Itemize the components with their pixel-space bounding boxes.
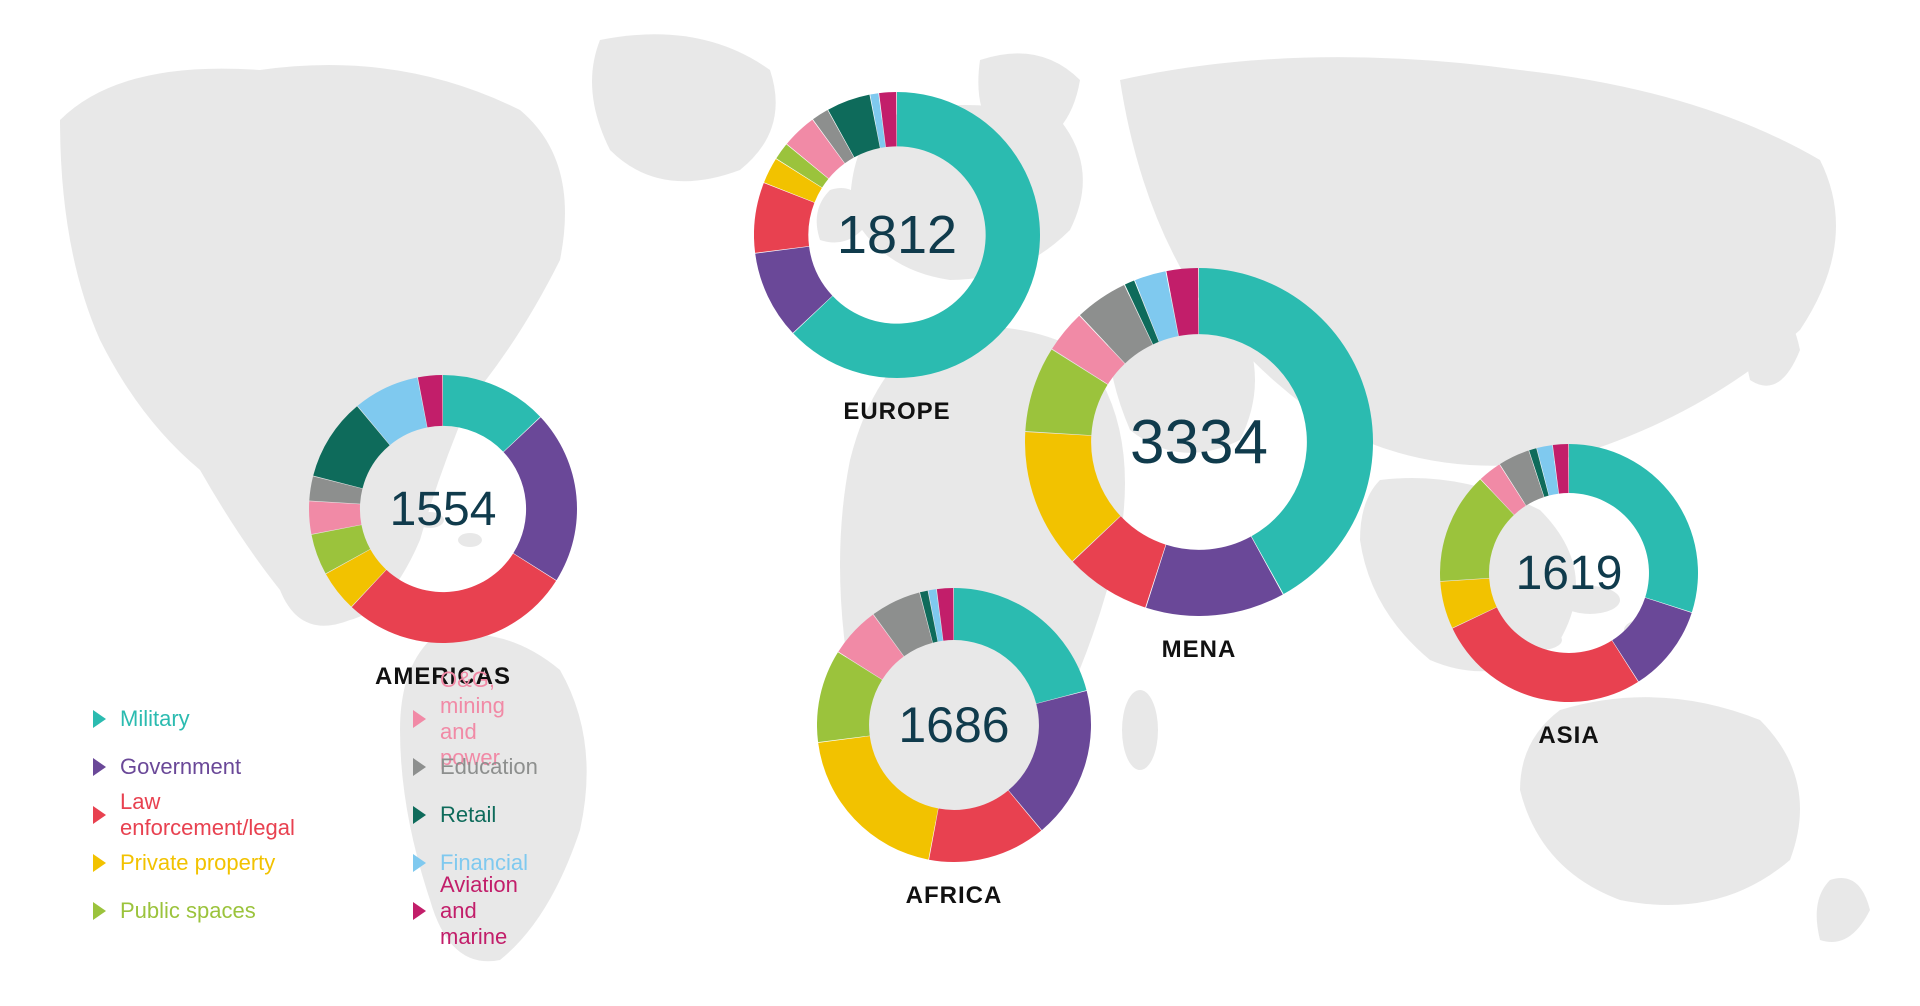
legend-marker-retail	[413, 806, 426, 824]
legend-label-military: Military	[120, 706, 190, 732]
legend-marker-financial	[413, 854, 426, 872]
legend-marker-aviation	[413, 902, 426, 920]
legend-item-law: Law enforcement/legal	[93, 791, 295, 839]
legend-item-og: O&G, mining and power	[413, 695, 538, 743]
donut-mena: 3334MENA	[1025, 268, 1373, 616]
legend-item-retail: Retail	[413, 791, 538, 839]
donut-americas: 1554AMERICAS	[309, 375, 577, 643]
donut-asia: 1619ASIA	[1440, 444, 1698, 702]
donut-africa: 1686AFRICA	[817, 588, 1091, 862]
slice-africa-military	[954, 588, 1087, 703]
slice-asia-law	[1453, 607, 1639, 702]
legend-label-retail: Retail	[440, 802, 496, 828]
legend-item-public: Public spaces	[93, 887, 295, 935]
infographic-root: 1812EUROPE3334MENA 1554AMERICAS 1619ASIA 16…	[0, 0, 1920, 1006]
donut-label-europe: EUROPE	[843, 398, 950, 426]
donut-label-mena: MENA	[1162, 636, 1237, 664]
legend-marker-og	[413, 710, 426, 728]
legend-marker-government	[93, 758, 106, 776]
legend-label-law: Law enforcement/legal	[120, 789, 295, 841]
legend-marker-property	[93, 854, 106, 872]
slice-mena-military	[1199, 268, 1373, 594]
legend-marker-law	[93, 806, 106, 824]
legend-label-aviation: Aviation and marine	[440, 872, 538, 950]
legend-item-military: Military	[93, 695, 295, 743]
slice-asia-military	[1569, 444, 1698, 612]
legend-item-government: Government	[93, 743, 295, 791]
donut-europe: 1812EUROPE	[754, 92, 1040, 378]
legend-marker-military	[93, 710, 106, 728]
legend-label-education: Education	[440, 754, 538, 780]
donut-label-africa: AFRICA	[906, 882, 1003, 910]
legend-label-government: Government	[120, 754, 241, 780]
legend-marker-public	[93, 902, 106, 920]
legend-label-property: Private property	[120, 850, 275, 876]
legend-marker-education	[413, 758, 426, 776]
legend-item-property: Private property	[93, 839, 295, 887]
slice-africa-property	[818, 736, 938, 859]
legend-item-aviation: Aviation and marine	[413, 887, 538, 935]
donut-label-asia: ASIA	[1538, 722, 1599, 750]
legend-label-public: Public spaces	[120, 898, 256, 924]
